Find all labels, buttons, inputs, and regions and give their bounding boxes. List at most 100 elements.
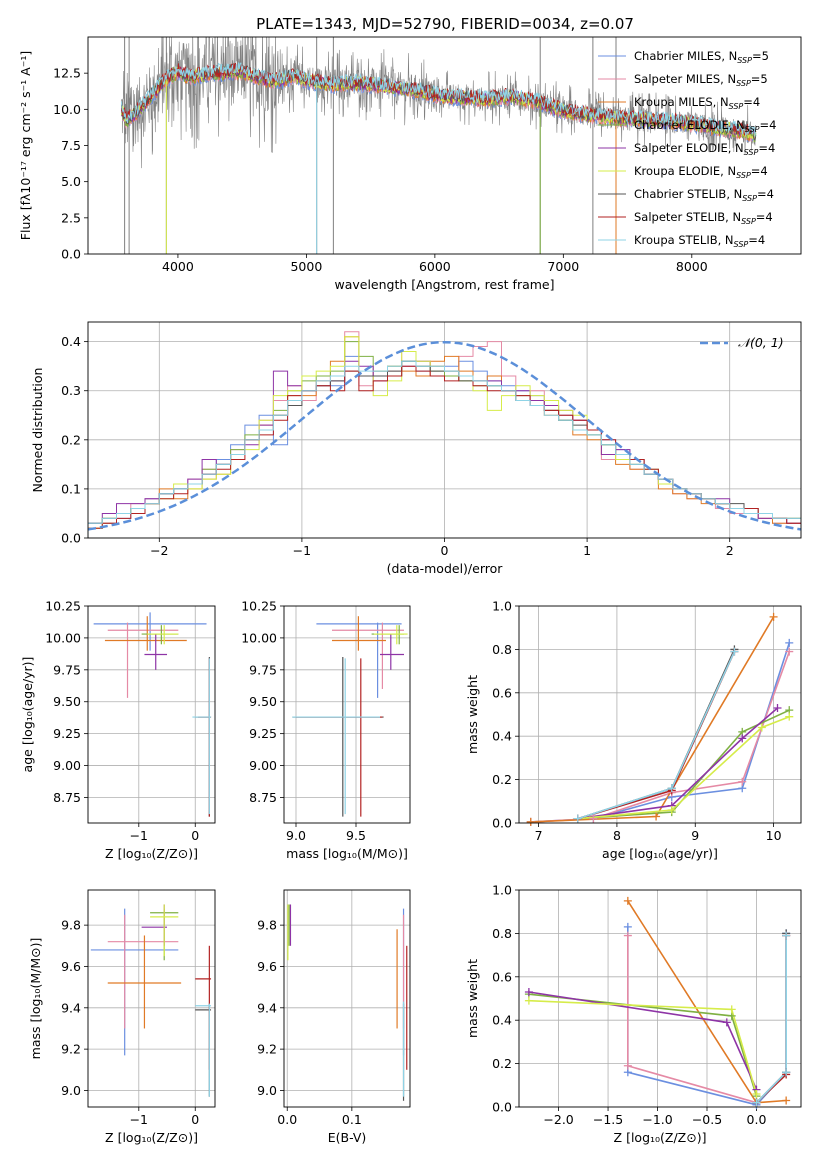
x-axis-label: E(B-V) — [328, 1130, 367, 1145]
y-tick-label: 0.6 — [492, 969, 512, 984]
y-tick-label: 9.6 — [257, 959, 277, 974]
mass-weight-point-salpeter-miles — [738, 777, 747, 786]
y-tick-label: 0.6 — [492, 685, 512, 700]
y-tick-label: 9.2 — [61, 1042, 81, 1057]
mass-weight-point-kroupa-miles — [769, 612, 778, 621]
y-tick-label: 2.5 — [61, 210, 81, 225]
mass-weight-point-kroupa-stelib — [782, 931, 791, 940]
axes-frame — [518, 889, 802, 1108]
y-axis-label: mass weight — [465, 959, 480, 1038]
mass-weight-point-kroupa-miles — [782, 1096, 791, 1105]
mass-weight-point-salpeter-miles — [785, 647, 794, 656]
y-tick-label: 0.0 — [61, 531, 81, 546]
y-axis-label: Flux [fλ10⁻¹⁷ erg cm⁻² s⁻¹ A⁻¹] — [18, 51, 33, 240]
panel-age_vs_Z: −1 0 8.75 9.00 9.25 9.50 9.75 10.00 10.25 Z [log₁… — [20, 599, 216, 861]
legend-label-salpeter-stelib: Salpeter STELIB, NSSP=4 — [634, 210, 773, 226]
mass-weight-point-kroupa-elodie — [667, 805, 676, 814]
y-tick-label: 0.4 — [61, 334, 81, 349]
y-tick-label: 0.2 — [492, 772, 512, 787]
plot-area — [88, 606, 215, 823]
panel-mass_vs_EBV: 0.0 0.1 9.0 9.2 9.4 9.6 9.8 E(B-V) — [257, 889, 411, 1145]
axes-frame — [283, 889, 411, 1108]
y-tick-label: 8.75 — [249, 790, 277, 805]
plot-area — [88, 890, 215, 1107]
y-tick-label: 10.0 — [53, 102, 81, 117]
x-axis-label: wavelength [Angstrom, rest frame] — [334, 277, 554, 292]
axes-frame — [283, 605, 411, 824]
plot-area — [88, 322, 801, 538]
y-tick-label: 9.4 — [257, 1000, 277, 1015]
x-tick-label: 0.0 — [277, 1112, 297, 1127]
mass-weight-point-salpeter-miles — [589, 814, 598, 823]
y-tick-label: 0.1 — [61, 481, 81, 496]
y-tick-label: 1.0 — [492, 599, 512, 614]
mass-weight-point-salpeter-elodie — [524, 987, 533, 996]
y-tick-label: 9.25 — [249, 726, 277, 741]
x-tick-label: 0.1 — [342, 1112, 362, 1127]
mass-weight-point-kroupa-elodie — [757, 723, 766, 732]
y-tick-label: 1.0 — [492, 883, 512, 898]
panel-age_vs_mass: 9.0 9.5 8.75 9.00 9.25 9.50 9.75 10.00 10.25 mass… — [241, 599, 411, 861]
plot-area — [519, 890, 801, 1107]
legend-label-salpeter-miles: Salpeter MILES, NSSP=5 — [634, 72, 768, 88]
mass-weight-line-salpeter-miles — [530, 651, 791, 823]
mass-weight-point-kroupa-stelib — [667, 784, 676, 793]
mass-weight-point-kroupa-elodie — [752, 1089, 761, 1098]
x-tick-label: 6000 — [419, 259, 451, 274]
x-axis-label: Z [log₁₀(Z/Z⊙)] — [105, 846, 198, 861]
y-tick-label: 0.4 — [492, 729, 512, 744]
y-tick-label: 9.8 — [257, 918, 277, 933]
y-tick-label: 10.25 — [241, 599, 277, 614]
legend-label-kroupa-miles: Kroupa MILES, NSSP=4 — [634, 95, 760, 111]
x-tick-label: 7000 — [547, 259, 579, 274]
x-tick-label: 2 — [726, 543, 734, 558]
axes-frame — [87, 36, 802, 255]
x-tick-label: 9.5 — [346, 828, 366, 843]
y-tick-label: 0.0 — [492, 816, 512, 831]
mass-weight-point-salpeter-elodie — [738, 734, 747, 743]
y-axis-label: mass weight — [465, 675, 480, 754]
y-tick-label: 0.8 — [492, 926, 512, 941]
axes-frame — [87, 321, 802, 539]
x-tick-label: −1 — [130, 828, 148, 843]
y-tick-label: 10.25 — [45, 599, 81, 614]
x-tick-label: 7 — [535, 828, 543, 843]
mass-weight-point-kroupa-elodie — [727, 1005, 736, 1014]
mass-weight-point-chabrier-miles — [623, 922, 632, 931]
y-tick-label: 0.2 — [61, 432, 81, 447]
spectrum-legend: Chabrier MILES, NSSP=5 Salpeter MILES, NS… — [598, 49, 776, 249]
x-tick-label: 5000 — [290, 259, 322, 274]
panel-mass_weight_vs_Z: −2.0 −1.5 −1.0 −0.5 0.0 0.0 0.2 0.4 0.6 0.8 1.0 Z [… — [465, 883, 802, 1145]
x-tick-label: 8 — [613, 828, 621, 843]
x-tick-label: −1 — [130, 1112, 148, 1127]
mass-weight-point-salpeter-miles — [623, 1061, 632, 1070]
y-tick-label: 0.0 — [61, 247, 81, 262]
mass-weight-point-chabrier-miles — [785, 638, 794, 647]
panel-mass_vs_Z: −1 0 9.0 9.2 9.4 9.6 9.8 Z [log₁₀(Z/Z⊙)] mass [l… — [28, 889, 216, 1145]
legend-label-chabrier-stelib: Chabrier STELIB, NSSP=4 — [634, 187, 774, 203]
mass-weight-line-salpeter-elodie — [577, 707, 779, 820]
plot-area — [284, 890, 410, 1107]
mass-weight-point-kroupa-stelib — [752, 1098, 761, 1107]
y-tick-label: 9.50 — [53, 694, 81, 709]
x-tick-label: −1.0 — [642, 1112, 672, 1127]
y-tick-label: 0.3 — [61, 383, 81, 398]
y-tick-label: 9.00 — [249, 758, 277, 773]
axes-frame — [87, 605, 216, 824]
mass-weight-line-kroupa-elodie — [577, 715, 790, 820]
mass-weight-point-salpeter-elodie — [773, 703, 782, 712]
y-tick-label: 0.4 — [492, 1013, 512, 1028]
plot-area — [519, 606, 801, 823]
y-axis-label: age [log₁₀(age/yr)] — [20, 657, 35, 773]
x-axis-label: (data-model)/error — [387, 561, 504, 576]
x-tick-label: 0 — [441, 543, 449, 558]
legend-label-salpeter-elodie: Salpeter ELODIE, NSSP=4 — [634, 141, 775, 157]
y-axis-label: Normed distribution — [30, 368, 45, 493]
legend-label-chabrier-miles: Chabrier MILES, NSSP=5 — [634, 49, 769, 65]
x-tick-label: 8000 — [676, 259, 708, 274]
y-tick-label: 9.8 — [61, 918, 81, 933]
y-tick-label: 9.6 — [61, 959, 81, 974]
x-axis-label: Z [log₁₀(Z/Z⊙)] — [614, 1130, 707, 1145]
figure-title: PLATE=1343, MJD=52790, FIBERID=0034, z=0… — [256, 15, 634, 33]
